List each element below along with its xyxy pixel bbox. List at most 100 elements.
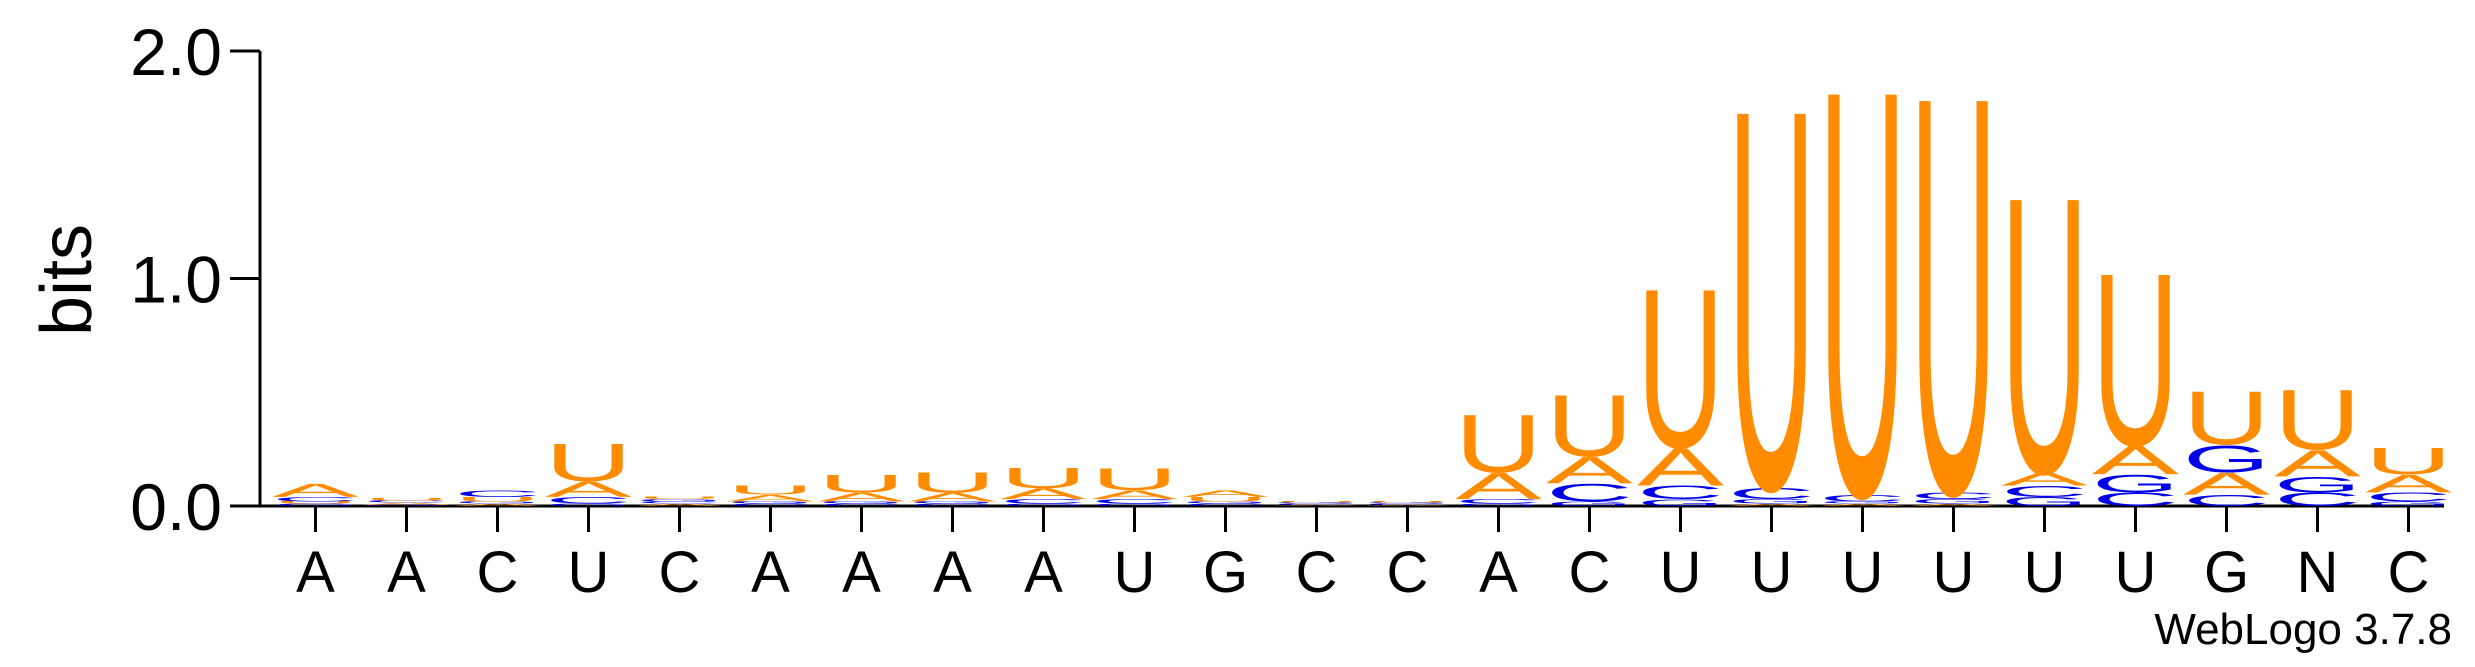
logo-letter: C — [1364, 503, 1451, 505]
logo-letter: C — [545, 495, 632, 506]
x-tick-label: N — [2297, 540, 2339, 605]
logo-letter: C — [272, 496, 359, 503]
logo-letter: G — [545, 503, 632, 507]
logo-letter: A — [545, 477, 632, 502]
x-tick-label: U — [1933, 540, 1975, 605]
x-tick-label: G — [2204, 540, 2249, 605]
logo-letter: G — [818, 501, 905, 505]
logo-letter: G — [1000, 503, 1087, 507]
logo-letter: C — [454, 488, 541, 499]
logo-letter: U — [1910, 0, 1997, 614]
logo-letter: C — [1091, 498, 1178, 505]
logo-letter: U — [2274, 372, 2361, 468]
logo-letter: A — [454, 503, 541, 507]
logo-letter: G — [636, 499, 723, 503]
logo-letter: C — [363, 500, 450, 504]
logo-letter: A — [1273, 505, 1360, 507]
logo-letter: C — [2274, 489, 2361, 510]
logo-letter: C — [1728, 485, 1815, 503]
logo-letter: G — [2092, 470, 2179, 498]
logo-letter: G — [1546, 500, 1633, 507]
logo-letter: A — [2001, 468, 2088, 489]
logo-letter: C — [818, 503, 905, 507]
logo-letter: G — [1091, 503, 1178, 507]
logo-letter: C — [1455, 498, 1542, 505]
x-tick-label: U — [1751, 540, 1793, 605]
logo-letter: G — [909, 501, 996, 505]
logo-letter: G — [1910, 498, 1997, 505]
logo-letter: G — [1455, 503, 1542, 507]
logo-letter: C — [1182, 503, 1269, 507]
logo-letter: C — [2001, 483, 2088, 501]
logo-letter: A — [1910, 503, 1997, 507]
x-tick-label: U — [2115, 540, 2157, 605]
x-tick-label: C — [659, 540, 701, 605]
logo-letter: A — [2365, 470, 2453, 498]
logo-letter: A — [636, 503, 723, 507]
logo-letter: U — [818, 470, 905, 498]
y-tick-label: 2.0 — [130, 15, 222, 89]
logo-letter: C — [2365, 490, 2452, 504]
x-tick-label: G — [1203, 540, 1248, 605]
logo-letter: U — [1182, 496, 1269, 503]
logo-letter: C — [727, 503, 814, 507]
x-tick-label: U — [2024, 540, 2066, 605]
logo-letter: U — [1364, 501, 1451, 503]
logo-letter: C — [1000, 498, 1087, 505]
x-tick-label: A — [751, 540, 790, 605]
y-tick-label: 0.0 — [130, 470, 222, 544]
x-tick-label: A — [387, 540, 426, 605]
logo-letter: U — [2365, 440, 2452, 483]
logo-letter: C — [1637, 482, 1724, 503]
logo-letter: A — [727, 493, 815, 504]
logo-letter: A — [1364, 505, 1451, 507]
x-tick-label: U — [1114, 540, 1156, 605]
logo-letter: U — [636, 496, 723, 500]
logo-letter: U — [2001, 115, 2088, 556]
logo-letter: A — [1091, 488, 1179, 502]
logo-letter: U — [272, 501, 359, 505]
logo-letter: U — [454, 496, 541, 503]
logo-letter: U — [1000, 462, 1087, 494]
logo-letter: G — [1637, 497, 1724, 508]
logo-letter: A — [1819, 503, 1906, 507]
logo-letter: A — [1182, 488, 1270, 499]
logo-letter: U — [1637, 243, 1724, 496]
x-tick-label: C — [1569, 540, 1611, 605]
logo-letter: C — [909, 503, 996, 507]
logo-letter: U — [363, 497, 450, 501]
logo-letter: G — [727, 501, 814, 505]
x-tick-label: U — [1660, 540, 1702, 605]
logo-letter: A — [1455, 465, 1542, 508]
logo-letter: C — [2092, 489, 2179, 510]
x-tick-label: C — [2388, 540, 2430, 605]
footer: WebLogo 3.7.8 — [2154, 605, 2452, 654]
logo-letter: U — [1546, 376, 1633, 475]
logo-letter: U — [1819, 0, 1906, 619]
logo-letter: C — [1910, 491, 1997, 502]
x-tick-label: A — [842, 540, 881, 605]
x-tick-label: A — [1479, 540, 1518, 605]
logo-letter: G — [1273, 502, 1360, 504]
logo-letter: G — [1819, 501, 1906, 505]
x-tick-label: C — [1387, 540, 1429, 605]
logo-letter: G — [1182, 501, 1269, 505]
x-tick-label: A — [296, 540, 335, 605]
logo-letter: A — [363, 502, 450, 506]
logo-letter: G — [2183, 437, 2270, 480]
logo-letter: C — [1819, 493, 1906, 504]
logo-letter: U — [2183, 376, 2270, 461]
logo-letter: A — [1546, 449, 1633, 492]
y-axis-label: bits — [27, 224, 107, 336]
logo-letter: A — [1728, 503, 1815, 507]
logo-letter: G — [1728, 498, 1815, 505]
logo-letter: U — [2092, 221, 2179, 497]
logo-letter: A — [1000, 485, 1088, 503]
x-tick-label: C — [1296, 540, 1338, 605]
logo-letter: C — [1546, 479, 1633, 507]
logo-letter: U — [1273, 501, 1360, 503]
logo-letter: A — [909, 490, 997, 504]
logo-letter: U — [1091, 462, 1178, 497]
